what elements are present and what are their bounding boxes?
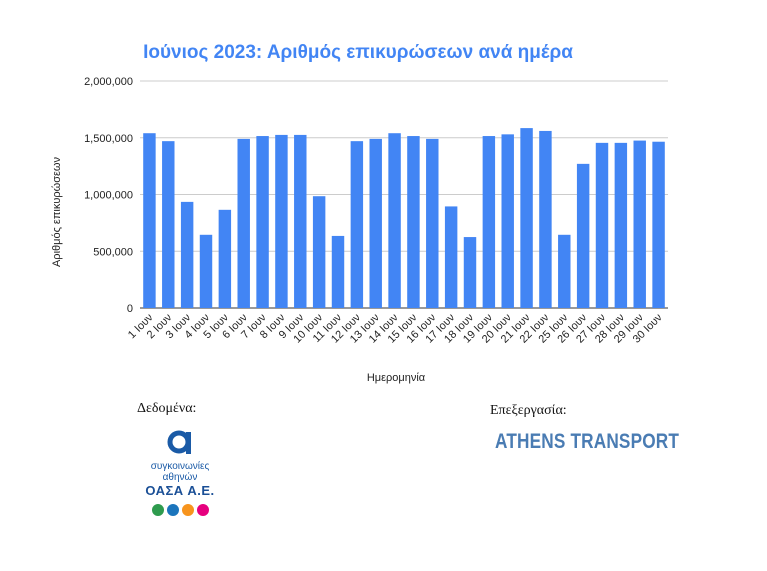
bars: [143, 128, 665, 308]
bar: [237, 138, 250, 308]
bar: [312, 196, 326, 308]
y-axis-label: Αριθμός επικυρώσεων: [51, 156, 63, 267]
metro-icon: [196, 504, 209, 516]
oasa-text-line1: συγκοινωνίες: [150, 461, 210, 472]
chart-title: Ιούνιος 2023: Αριθμός επικυρώσεων ανά ημ…: [143, 42, 573, 63]
bar: [463, 237, 477, 308]
y-axis-ticks: 0 500,000 1,000,000 1,500,000 2,000,000: [84, 76, 133, 315]
validations-bar-chart: Ιούνιος 2023: Αριθμός επικυρώσεων ανά ημ…: [51, 42, 668, 384]
bar: [218, 209, 232, 308]
bar: [350, 141, 364, 308]
bar: [426, 138, 439, 308]
bar: [595, 142, 609, 308]
bar: [369, 138, 382, 308]
bar: [652, 141, 665, 308]
y-tick-label: 1,000,000: [84, 190, 133, 202]
bar: [162, 141, 175, 308]
bar: [275, 134, 288, 308]
bar: [539, 130, 552, 308]
y-tick-label: 1,500,000: [84, 133, 133, 145]
data-source-label: Δεδομένα:: [137, 401, 197, 416]
tram-icon: [151, 504, 164, 516]
bar: [482, 136, 496, 308]
bar: [180, 201, 194, 308]
y-tick-label: 0: [127, 303, 133, 315]
trolley-icon: [181, 504, 194, 516]
bar: [633, 140, 646, 308]
bar: [199, 234, 213, 308]
bus-icon: [166, 504, 179, 516]
bar: [558, 234, 571, 308]
athens-transport-logo: ATHENS TRANSPORT: [495, 430, 680, 453]
bar: [614, 142, 628, 308]
bar: [331, 235, 345, 308]
oasa-text-line2: αθηνών: [162, 472, 198, 483]
bar: [388, 133, 401, 308]
y-tick-label: 500,000: [93, 246, 133, 258]
transport-mode-icons: [140, 504, 220, 516]
bar: [407, 136, 420, 308]
bar: [576, 163, 590, 308]
oasa-logo: συγκοινωνίες αθηνών ΟΑΣΑ Α.Ε.: [140, 428, 220, 516]
x-axis-label: Ημερομηνία: [367, 372, 426, 384]
bar: [143, 133, 156, 308]
oasa-text-line3: ΟΑΣΑ Α.Ε.: [145, 483, 215, 498]
bar: [520, 128, 533, 308]
bar: [256, 136, 269, 308]
bar: [444, 206, 458, 308]
processing-label: Επεξεργασία:: [490, 403, 567, 418]
oasa-alpha-icon: [167, 430, 191, 454]
bar: [501, 134, 514, 308]
bar: [294, 134, 307, 308]
y-tick-label: 2,000,000: [84, 76, 133, 88]
